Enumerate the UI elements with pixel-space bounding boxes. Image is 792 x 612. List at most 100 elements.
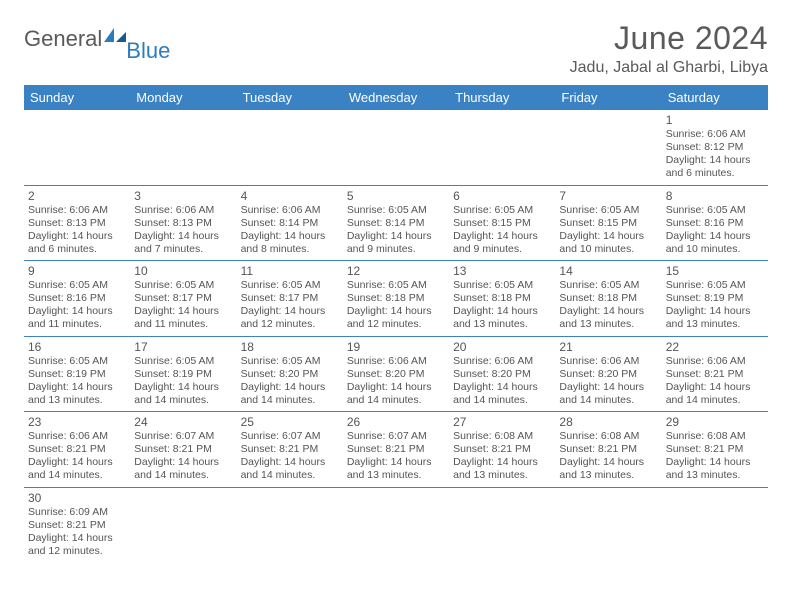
- day-number: 10: [134, 264, 232, 278]
- weekday-header: Monday: [130, 85, 236, 110]
- day-info: Sunrise: 6:05 AMSunset: 8:17 PMDaylight:…: [134, 279, 232, 332]
- calendar-day-cell: 25Sunrise: 6:07 AMSunset: 8:21 PMDayligh…: [237, 412, 343, 488]
- day-info: Sunrise: 6:06 AMSunset: 8:21 PMDaylight:…: [28, 430, 126, 483]
- calendar-day-cell: 5Sunrise: 6:05 AMSunset: 8:14 PMDaylight…: [343, 185, 449, 261]
- calendar-week-row: 23Sunrise: 6:06 AMSunset: 8:21 PMDayligh…: [24, 412, 768, 488]
- calendar-day-cell: 7Sunrise: 6:05 AMSunset: 8:15 PMDaylight…: [555, 185, 661, 261]
- day-info: Sunrise: 6:05 AMSunset: 8:18 PMDaylight:…: [559, 279, 657, 332]
- day-number: 13: [453, 264, 551, 278]
- day-number: 19: [347, 340, 445, 354]
- sail-icon: [102, 26, 128, 49]
- title-block: June 2024 Jadu, Jabal al Gharbi, Libya: [570, 20, 768, 77]
- day-info: Sunrise: 6:06 AMSunset: 8:20 PMDaylight:…: [453, 355, 551, 408]
- calendar-day-cell: 3Sunrise: 6:06 AMSunset: 8:13 PMDaylight…: [130, 185, 236, 261]
- calendar-week-row: 30Sunrise: 6:09 AMSunset: 8:21 PMDayligh…: [24, 487, 768, 562]
- calendar-week-row: 16Sunrise: 6:05 AMSunset: 8:19 PMDayligh…: [24, 336, 768, 412]
- day-info: Sunrise: 6:06 AMSunset: 8:13 PMDaylight:…: [28, 204, 126, 257]
- day-info: Sunrise: 6:05 AMSunset: 8:15 PMDaylight:…: [559, 204, 657, 257]
- header: General Blue June 2024 Jadu, Jabal al Gh…: [24, 20, 768, 77]
- calendar-empty-cell: [449, 110, 555, 185]
- day-info: Sunrise: 6:05 AMSunset: 8:14 PMDaylight:…: [347, 204, 445, 257]
- day-info: Sunrise: 6:08 AMSunset: 8:21 PMDaylight:…: [666, 430, 764, 483]
- calendar-day-cell: 23Sunrise: 6:06 AMSunset: 8:21 PMDayligh…: [24, 412, 130, 488]
- day-number: 8: [666, 189, 764, 203]
- day-number: 27: [453, 415, 551, 429]
- day-number: 14: [559, 264, 657, 278]
- calendar-empty-cell: [449, 487, 555, 562]
- calendar-empty-cell: [237, 487, 343, 562]
- month-title: June 2024: [570, 20, 768, 57]
- calendar-empty-cell: [130, 110, 236, 185]
- calendar-day-cell: 26Sunrise: 6:07 AMSunset: 8:21 PMDayligh…: [343, 412, 449, 488]
- day-number: 1: [666, 113, 764, 127]
- calendar-day-cell: 11Sunrise: 6:05 AMSunset: 8:17 PMDayligh…: [237, 261, 343, 337]
- day-number: 18: [241, 340, 339, 354]
- brand-blue: Blue: [126, 38, 170, 64]
- day-number: 17: [134, 340, 232, 354]
- day-info: Sunrise: 6:06 AMSunset: 8:13 PMDaylight:…: [134, 204, 232, 257]
- calendar-day-cell: 10Sunrise: 6:05 AMSunset: 8:17 PMDayligh…: [130, 261, 236, 337]
- calendar-day-cell: 12Sunrise: 6:05 AMSunset: 8:18 PMDayligh…: [343, 261, 449, 337]
- calendar-empty-cell: [130, 487, 236, 562]
- day-info: Sunrise: 6:08 AMSunset: 8:21 PMDaylight:…: [559, 430, 657, 483]
- day-number: 22: [666, 340, 764, 354]
- day-info: Sunrise: 6:08 AMSunset: 8:21 PMDaylight:…: [453, 430, 551, 483]
- calendar-day-cell: 18Sunrise: 6:05 AMSunset: 8:20 PMDayligh…: [237, 336, 343, 412]
- day-number: 5: [347, 189, 445, 203]
- calendar-day-cell: 27Sunrise: 6:08 AMSunset: 8:21 PMDayligh…: [449, 412, 555, 488]
- calendar-empty-cell: [555, 110, 661, 185]
- weekday-header: Sunday: [24, 85, 130, 110]
- calendar-day-cell: 9Sunrise: 6:05 AMSunset: 8:16 PMDaylight…: [24, 261, 130, 337]
- day-number: 30: [28, 491, 126, 505]
- day-number: 12: [347, 264, 445, 278]
- calendar-day-cell: 29Sunrise: 6:08 AMSunset: 8:21 PMDayligh…: [662, 412, 768, 488]
- weekday-header: Wednesday: [343, 85, 449, 110]
- day-info: Sunrise: 6:07 AMSunset: 8:21 PMDaylight:…: [347, 430, 445, 483]
- calendar-empty-cell: [343, 487, 449, 562]
- calendar-day-cell: 6Sunrise: 6:05 AMSunset: 8:15 PMDaylight…: [449, 185, 555, 261]
- day-info: Sunrise: 6:05 AMSunset: 8:19 PMDaylight:…: [134, 355, 232, 408]
- day-info: Sunrise: 6:05 AMSunset: 8:16 PMDaylight:…: [666, 204, 764, 257]
- calendar-day-cell: 14Sunrise: 6:05 AMSunset: 8:18 PMDayligh…: [555, 261, 661, 337]
- weekday-header: Tuesday: [237, 85, 343, 110]
- calendar-day-cell: 21Sunrise: 6:06 AMSunset: 8:20 PMDayligh…: [555, 336, 661, 412]
- calendar-day-cell: 8Sunrise: 6:05 AMSunset: 8:16 PMDaylight…: [662, 185, 768, 261]
- calendar-day-cell: 2Sunrise: 6:06 AMSunset: 8:13 PMDaylight…: [24, 185, 130, 261]
- day-info: Sunrise: 6:06 AMSunset: 8:21 PMDaylight:…: [666, 355, 764, 408]
- calendar-day-cell: 24Sunrise: 6:07 AMSunset: 8:21 PMDayligh…: [130, 412, 236, 488]
- weekday-header: Friday: [555, 85, 661, 110]
- calendar-day-cell: 22Sunrise: 6:06 AMSunset: 8:21 PMDayligh…: [662, 336, 768, 412]
- location: Jadu, Jabal al Gharbi, Libya: [570, 59, 768, 77]
- day-info: Sunrise: 6:06 AMSunset: 8:20 PMDaylight:…: [347, 355, 445, 408]
- day-info: Sunrise: 6:06 AMSunset: 8:12 PMDaylight:…: [666, 128, 764, 181]
- brand-general: General: [24, 26, 102, 52]
- day-info: Sunrise: 6:07 AMSunset: 8:21 PMDaylight:…: [134, 430, 232, 483]
- day-number: 23: [28, 415, 126, 429]
- calendar-day-cell: 4Sunrise: 6:06 AMSunset: 8:14 PMDaylight…: [237, 185, 343, 261]
- weekday-header-row: SundayMondayTuesdayWednesdayThursdayFrid…: [24, 85, 768, 110]
- day-number: 25: [241, 415, 339, 429]
- day-number: 7: [559, 189, 657, 203]
- day-info: Sunrise: 6:05 AMSunset: 8:19 PMDaylight:…: [666, 279, 764, 332]
- day-info: Sunrise: 6:05 AMSunset: 8:18 PMDaylight:…: [453, 279, 551, 332]
- brand-logo: General Blue: [24, 26, 176, 52]
- calendar-empty-cell: [343, 110, 449, 185]
- calendar-empty-cell: [24, 110, 130, 185]
- calendar-empty-cell: [237, 110, 343, 185]
- day-number: 20: [453, 340, 551, 354]
- calendar-empty-cell: [555, 487, 661, 562]
- day-info: Sunrise: 6:05 AMSunset: 8:17 PMDaylight:…: [241, 279, 339, 332]
- calendar-week-row: 9Sunrise: 6:05 AMSunset: 8:16 PMDaylight…: [24, 261, 768, 337]
- calendar-day-cell: 28Sunrise: 6:08 AMSunset: 8:21 PMDayligh…: [555, 412, 661, 488]
- day-number: 3: [134, 189, 232, 203]
- day-number: 15: [666, 264, 764, 278]
- weekday-header: Saturday: [662, 85, 768, 110]
- day-number: 29: [666, 415, 764, 429]
- calendar-table: SundayMondayTuesdayWednesdayThursdayFrid…: [24, 85, 768, 562]
- day-number: 11: [241, 264, 339, 278]
- day-number: 24: [134, 415, 232, 429]
- calendar-day-cell: 13Sunrise: 6:05 AMSunset: 8:18 PMDayligh…: [449, 261, 555, 337]
- calendar-day-cell: 1Sunrise: 6:06 AMSunset: 8:12 PMDaylight…: [662, 110, 768, 185]
- day-info: Sunrise: 6:05 AMSunset: 8:19 PMDaylight:…: [28, 355, 126, 408]
- day-info: Sunrise: 6:05 AMSunset: 8:20 PMDaylight:…: [241, 355, 339, 408]
